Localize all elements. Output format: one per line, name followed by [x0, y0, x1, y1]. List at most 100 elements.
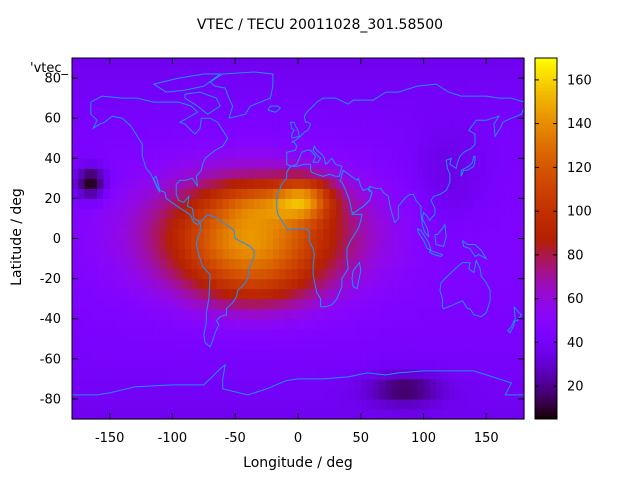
heatmap-cell — [97, 148, 104, 159]
heatmap-cell — [404, 68, 412, 79]
heatmap-cell — [398, 378, 406, 390]
heatmap-cell — [385, 228, 393, 240]
heatmap-cell — [467, 178, 475, 189]
heatmap-cell — [109, 78, 117, 89]
heatmap-cell — [109, 328, 117, 340]
heatmap-cell — [298, 78, 305, 89]
heatmap-cell — [178, 368, 186, 380]
heatmap-cell — [354, 328, 362, 340]
heatmap-cell — [109, 238, 117, 250]
heatmap-cell — [228, 188, 236, 199]
heatmap-cell — [354, 228, 362, 240]
heatmap-cell — [153, 178, 161, 189]
heatmap-cell — [109, 98, 117, 109]
heatmap-cell — [404, 168, 412, 179]
heatmap-cell — [360, 98, 368, 109]
heatmap-cell — [511, 118, 519, 129]
heatmap-cell — [404, 148, 412, 159]
colorbar-segment — [535, 403, 557, 408]
heatmap-cell — [323, 268, 330, 280]
heatmap-cell — [329, 268, 337, 280]
heatmap-cell — [492, 238, 500, 250]
heatmap-cell — [480, 288, 487, 300]
heatmap-cell — [429, 208, 437, 220]
heatmap-cell — [498, 88, 506, 99]
heatmap-cell — [429, 308, 437, 320]
heatmap-cell — [304, 248, 312, 260]
colorbar-tick-label: 100 — [567, 205, 592, 220]
heatmap-cell — [392, 208, 400, 220]
colorbar-segment — [535, 247, 557, 252]
heatmap-cell — [178, 58, 186, 69]
heatmap-cell — [473, 148, 481, 159]
heatmap-cell — [279, 358, 287, 370]
heatmap-cell — [247, 208, 255, 220]
heatmap-cell — [360, 138, 368, 149]
heatmap-cell — [235, 108, 243, 119]
heatmap-cell — [492, 138, 500, 149]
heatmap-cell — [398, 298, 406, 310]
heatmap-cell — [97, 238, 104, 250]
heatmap-cell — [423, 358, 431, 370]
heatmap-cell — [367, 388, 374, 400]
heatmap-cell — [203, 68, 211, 79]
heatmap-cell — [115, 58, 123, 69]
heatmap-cell — [442, 198, 450, 210]
heatmap-cell — [348, 388, 356, 400]
heatmap-cell — [505, 338, 513, 350]
heatmap-cell — [379, 318, 387, 330]
heatmap-cell — [285, 188, 293, 199]
heatmap-cell — [153, 408, 161, 420]
heatmap-cell — [461, 348, 469, 360]
heatmap-cell — [272, 348, 280, 360]
heatmap-cell — [461, 288, 469, 300]
heatmap-cell — [285, 158, 293, 169]
heatmap-cell — [335, 108, 343, 119]
heatmap-cell — [354, 88, 362, 99]
heatmap-cell — [285, 58, 293, 69]
heatmap-cell — [398, 228, 406, 240]
heatmap-cell — [203, 388, 211, 400]
heatmap-cell — [335, 298, 343, 310]
heatmap-cell — [216, 68, 224, 79]
heatmap-cell — [84, 318, 92, 330]
coastline-madagascar — [351, 261, 362, 290]
heatmap-cell — [423, 228, 431, 240]
heatmap-cell — [191, 178, 199, 189]
heatmap-cell — [241, 158, 249, 169]
heatmap-cell — [480, 408, 487, 420]
heatmap-cell — [191, 218, 199, 230]
heatmap-cell — [128, 108, 136, 119]
heatmap-cell — [285, 68, 293, 79]
heatmap-cell — [97, 218, 104, 230]
heatmap-cell — [448, 408, 456, 420]
heatmap-cell — [517, 98, 525, 109]
heatmap-cell — [115, 148, 123, 159]
heatmap-cell — [341, 88, 349, 99]
heatmap-cell — [398, 178, 406, 189]
heatmap-cell — [115, 208, 123, 220]
heatmap-cell — [480, 398, 487, 410]
heatmap-cell — [348, 378, 356, 390]
colorbar-segment — [535, 295, 557, 300]
heatmap-cell — [448, 288, 456, 300]
colorbar-segment — [535, 124, 557, 128]
heatmap-cell — [235, 328, 243, 340]
y-tick-label: 60 — [44, 112, 61, 127]
heatmap-cell — [473, 158, 481, 169]
heatmap-cell — [128, 278, 136, 290]
heatmap-cell — [385, 68, 393, 79]
heatmap-cell — [210, 348, 217, 360]
heatmap-cell — [254, 408, 261, 420]
colorbar-segment — [535, 169, 557, 173]
heatmap-cell — [159, 168, 167, 179]
heatmap-cell — [241, 318, 249, 330]
heatmap-cell — [285, 308, 293, 320]
colorbar-segment — [535, 115, 557, 119]
heatmap-cell — [436, 398, 443, 410]
heatmap-cell — [454, 368, 462, 380]
heatmap-cell — [90, 338, 98, 350]
heatmap-cell — [185, 258, 192, 270]
heatmap-cell — [373, 88, 381, 99]
heatmap-cell — [404, 308, 412, 320]
